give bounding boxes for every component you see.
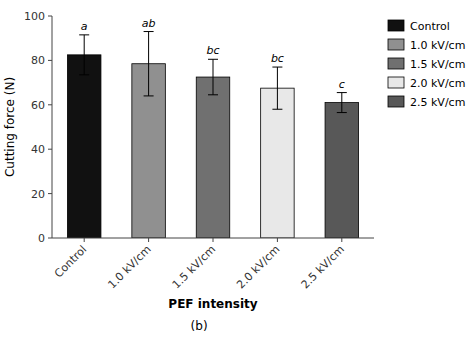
x-tick <box>341 238 342 242</box>
error-bar <box>144 32 154 96</box>
error-cap <box>208 59 218 60</box>
y-tick <box>48 104 52 105</box>
chart: 0 20 40 60 80 100 a ab bc bc c Control 1.0 kV/cm 1.5 … <box>0 0 474 338</box>
y-tick-label: 100 <box>24 10 45 23</box>
y-tick <box>48 16 52 17</box>
legend-label: 2.5 kV/cm <box>410 96 465 109</box>
legend-label: 2.0 kV/cm <box>410 77 465 90</box>
error-cap <box>272 67 282 68</box>
error-line <box>84 35 85 75</box>
x-tick <box>277 238 278 242</box>
y-tick <box>48 238 52 239</box>
error-bar <box>337 93 347 113</box>
error-cap <box>79 74 89 75</box>
legend-label: Control <box>410 20 450 33</box>
error-line <box>148 32 149 96</box>
y-axis-label: Cutting force (N) <box>3 77 17 177</box>
error-cap <box>337 92 347 93</box>
legend-label: 1.0 kV/cm <box>410 39 465 52</box>
error-bar <box>79 35 89 75</box>
bar <box>261 88 294 238</box>
significance-label: c <box>339 78 345 91</box>
caption: (b) <box>191 319 208 333</box>
legend-swatch <box>388 39 404 50</box>
x-tick-label: 1.0 kV/cm <box>105 243 153 291</box>
legend-swatch <box>388 58 404 69</box>
legend-label: 1.5 kV/cm <box>410 58 465 71</box>
x-tick <box>148 238 149 242</box>
legend-swatch <box>388 20 404 31</box>
error-cap <box>272 109 282 110</box>
plot-area <box>67 32 358 238</box>
x-axis-label: PEF intensity <box>168 297 257 311</box>
significance-label: a <box>81 20 88 33</box>
significance-label: bc <box>271 52 284 65</box>
error-line <box>213 59 214 95</box>
y-tick-label: 60 <box>31 99 45 112</box>
x-tick-label: Control <box>52 243 89 280</box>
error-bar <box>208 59 218 95</box>
error-cap <box>144 31 154 32</box>
error-bar <box>272 67 282 109</box>
error-cap <box>144 95 154 96</box>
error-cap <box>337 112 347 113</box>
legend: Control 1.0 kV/cm 1.5 kV/cm 2.0 kV/cm 2.5 kV… <box>388 20 465 109</box>
x-tick-label: 2.0 kV/cm <box>234 243 282 291</box>
bar <box>67 55 100 238</box>
x-tick-label: 2.5 kV/cm <box>299 243 347 291</box>
chart-container: 0 20 40 60 80 100 a ab bc bc c Control 1.0 kV/cm 1.5 … <box>0 0 474 338</box>
error-cap <box>208 94 218 95</box>
x-tick <box>213 238 214 242</box>
error-cap <box>79 34 89 35</box>
y-tick-label: 80 <box>31 54 45 67</box>
y-tick-label: 20 <box>31 188 45 201</box>
legend-swatch <box>388 77 404 88</box>
significance-label: bc <box>206 44 219 57</box>
bar <box>325 103 358 238</box>
y-tick <box>48 60 52 61</box>
error-line <box>341 93 342 113</box>
x-tick-label: 1.5 kV/cm <box>170 243 218 291</box>
y-tick <box>48 193 52 194</box>
x-tick <box>84 238 85 242</box>
bar <box>196 77 229 238</box>
significance-label: ab <box>142 17 156 30</box>
y-tick-label: 40 <box>31 143 45 156</box>
y-axis <box>52 16 53 238</box>
error-line <box>277 67 278 109</box>
legend-swatch <box>388 96 404 107</box>
y-tick-label: 0 <box>38 232 45 245</box>
y-tick <box>48 149 52 150</box>
